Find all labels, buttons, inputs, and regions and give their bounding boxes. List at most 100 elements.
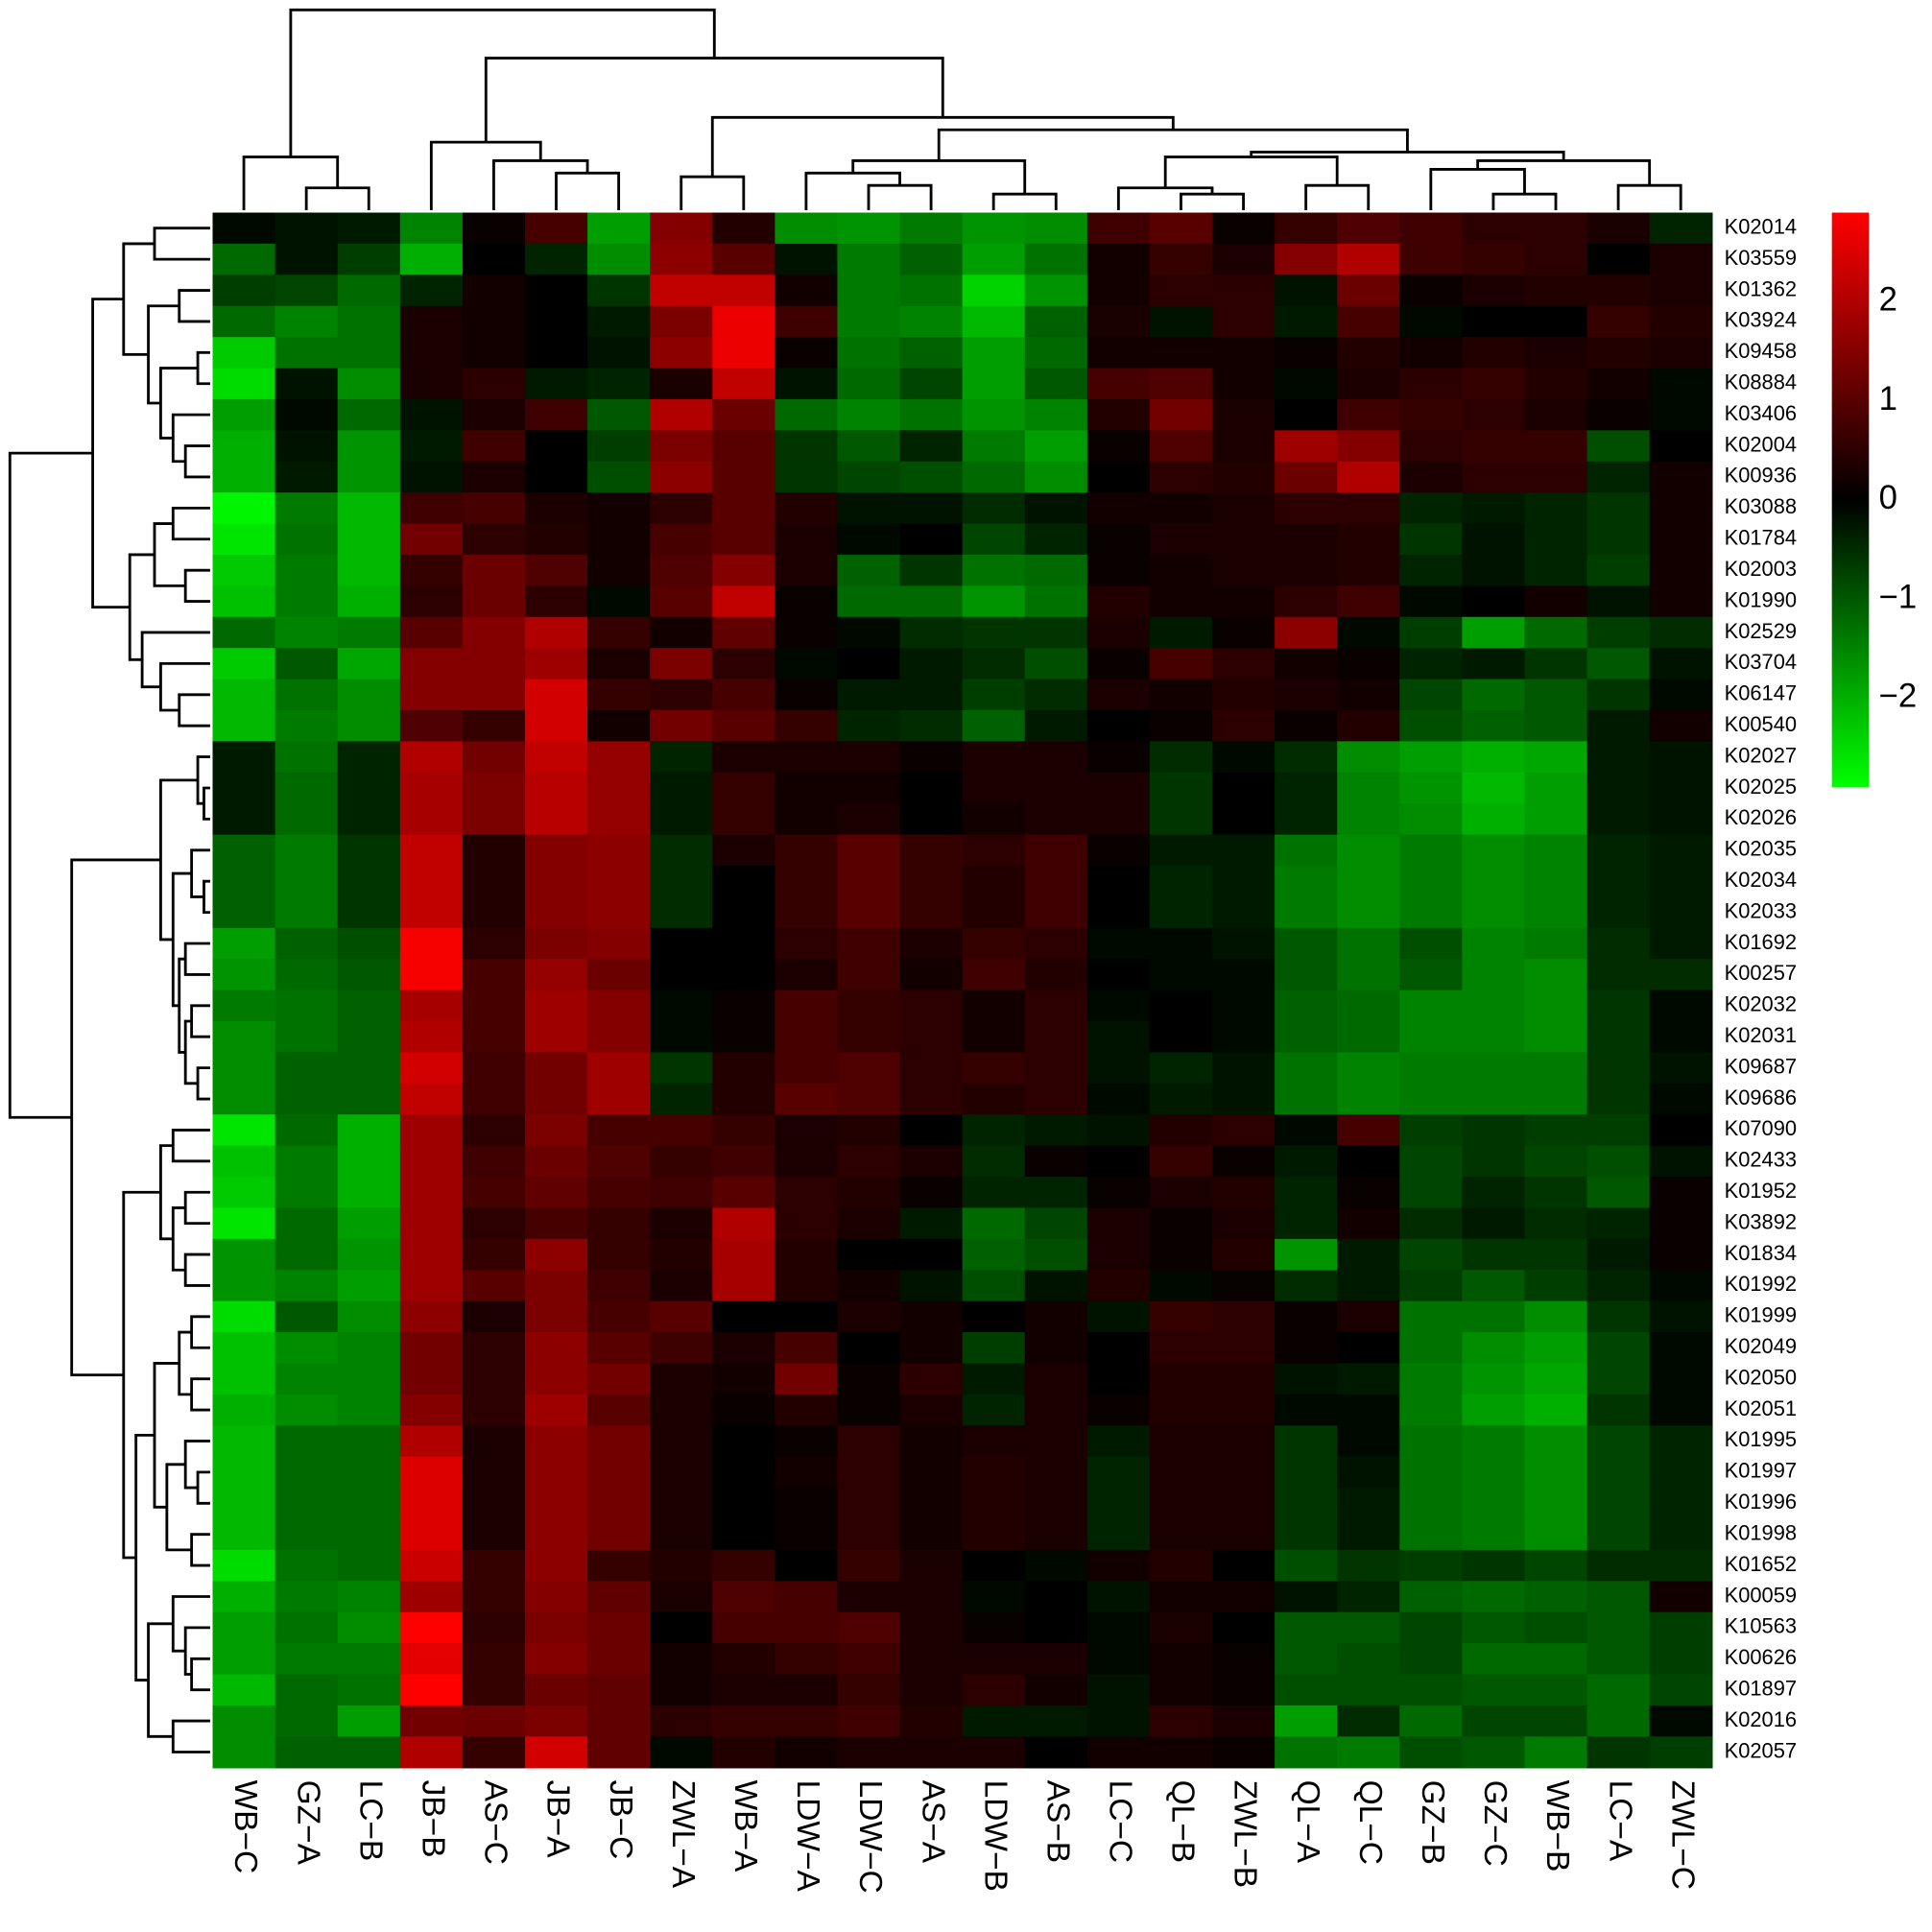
heatmap-cell bbox=[1649, 1052, 1713, 1085]
row-dendrogram bbox=[8, 227, 210, 1753]
heatmap-cell bbox=[1275, 1736, 1338, 1769]
heatmap-cell bbox=[1524, 927, 1588, 960]
heatmap-cell bbox=[1399, 1207, 1464, 1240]
heatmap-cell bbox=[399, 1332, 464, 1365]
heatmap-cell bbox=[712, 741, 776, 774]
heatmap-cell bbox=[1586, 1083, 1651, 1116]
heatmap-cell bbox=[212, 368, 276, 400]
heatmap-cell bbox=[712, 772, 776, 804]
heatmap-cell bbox=[1399, 990, 1464, 1022]
heatmap-cell bbox=[899, 1456, 964, 1489]
heatmap-cell bbox=[1275, 1581, 1338, 1613]
heatmap-cell bbox=[1586, 1363, 1651, 1395]
row-label: K06147 bbox=[1725, 681, 1797, 705]
heatmap-cell bbox=[1524, 1643, 1588, 1676]
heatmap-cell bbox=[399, 461, 464, 493]
heatmap-cell bbox=[962, 212, 1026, 245]
heatmap-cell bbox=[1649, 709, 1713, 743]
heatmap-cell bbox=[462, 803, 526, 836]
heatmap-cell bbox=[962, 1674, 1026, 1706]
heatmap-cell bbox=[1212, 554, 1276, 587]
heatmap-cell bbox=[775, 896, 839, 929]
row-label: K09686 bbox=[1725, 1085, 1797, 1109]
heatmap-cell bbox=[1586, 1611, 1651, 1644]
heatmap-cell bbox=[399, 243, 464, 276]
heatmap-cell bbox=[1586, 1549, 1651, 1583]
heatmap-cell bbox=[712, 585, 776, 618]
heatmap-cell bbox=[899, 865, 964, 898]
heatmap-cell bbox=[1524, 1425, 1588, 1458]
heatmap-cell bbox=[962, 990, 1026, 1022]
heatmap-cell bbox=[962, 679, 1026, 711]
heatmap-cell bbox=[1524, 1270, 1588, 1302]
heatmap-cell bbox=[274, 585, 339, 618]
heatmap-cell bbox=[899, 1736, 964, 1769]
heatmap-cell bbox=[775, 709, 839, 743]
heatmap-cell bbox=[1149, 274, 1213, 307]
heatmap-cell bbox=[899, 616, 964, 649]
heatmap-cell bbox=[1399, 212, 1464, 245]
heatmap-cell bbox=[274, 1300, 339, 1333]
heatmap-cell bbox=[899, 1549, 964, 1583]
heatmap-cell bbox=[1086, 616, 1151, 649]
heatmap-cell bbox=[837, 243, 901, 276]
heatmap-cell bbox=[1399, 305, 1464, 338]
heatmap-cell bbox=[775, 1300, 839, 1333]
heatmap-cell bbox=[775, 1177, 839, 1209]
heatmap-cell bbox=[337, 741, 401, 774]
heatmap-cell bbox=[775, 585, 839, 618]
heatmap-cell bbox=[1586, 585, 1651, 618]
heatmap-cell bbox=[837, 709, 901, 743]
heatmap-cell bbox=[1586, 337, 1651, 370]
heatmap-cell bbox=[274, 1332, 339, 1365]
heatmap-cell bbox=[1649, 1238, 1713, 1272]
heatmap-cell bbox=[1649, 1611, 1713, 1644]
heatmap-cell bbox=[399, 1643, 464, 1676]
heatmap-cell bbox=[1399, 243, 1464, 276]
heatmap-cell bbox=[712, 1705, 776, 1738]
heatmap-cell bbox=[1337, 1705, 1401, 1738]
heatmap-cell bbox=[1524, 368, 1588, 400]
heatmap-cell bbox=[1462, 274, 1526, 307]
heatmap-cell bbox=[1462, 1581, 1526, 1613]
heatmap-cell bbox=[212, 492, 276, 525]
heatmap-cell bbox=[837, 1736, 901, 1769]
heatmap-cell bbox=[274, 834, 339, 867]
heatmap-cell bbox=[1212, 1114, 1276, 1147]
heatmap-cell bbox=[1086, 648, 1151, 680]
row-label: K01692 bbox=[1725, 930, 1797, 954]
heatmap-cell bbox=[1399, 1518, 1464, 1551]
heatmap-cell bbox=[837, 1363, 901, 1395]
dendrogram-branch bbox=[937, 128, 1409, 161]
heatmap-cell bbox=[1024, 1549, 1088, 1583]
heatmap-cell bbox=[1086, 1300, 1151, 1333]
heatmap-cell bbox=[1149, 1083, 1213, 1116]
heatmap-cell bbox=[1462, 648, 1526, 680]
heatmap-cell bbox=[1524, 679, 1588, 711]
heatmap-cell bbox=[1462, 523, 1526, 556]
heatmap-cell bbox=[1462, 1518, 1526, 1551]
heatmap-cell bbox=[1275, 616, 1338, 649]
heatmap-cell bbox=[399, 1270, 464, 1302]
heatmap-cell bbox=[775, 1332, 839, 1365]
heatmap-cell bbox=[1275, 1021, 1338, 1054]
heatmap-cell bbox=[775, 1114, 839, 1147]
heatmap-cell bbox=[1212, 398, 1276, 432]
heatmap-cell bbox=[650, 1643, 714, 1676]
heatmap-cell bbox=[587, 1456, 651, 1489]
heatmap-cell bbox=[899, 803, 964, 836]
heatmap-cell bbox=[1086, 492, 1151, 525]
heatmap-cell bbox=[1275, 803, 1338, 836]
heatmap-cell bbox=[899, 585, 964, 618]
heatmap-cell bbox=[899, 959, 964, 991]
heatmap-cell bbox=[712, 1549, 776, 1583]
heatmap-cell bbox=[212, 1238, 276, 1272]
heatmap-cell bbox=[212, 1177, 276, 1209]
heatmap-cell bbox=[212, 1705, 276, 1738]
heatmap-cell bbox=[1024, 398, 1088, 432]
heatmap-cell bbox=[1149, 1114, 1213, 1147]
heatmap-cell bbox=[524, 1300, 588, 1333]
heatmap-cell bbox=[399, 337, 464, 370]
heatmap-cell bbox=[1524, 803, 1588, 836]
heatmap-cell bbox=[1586, 461, 1651, 493]
